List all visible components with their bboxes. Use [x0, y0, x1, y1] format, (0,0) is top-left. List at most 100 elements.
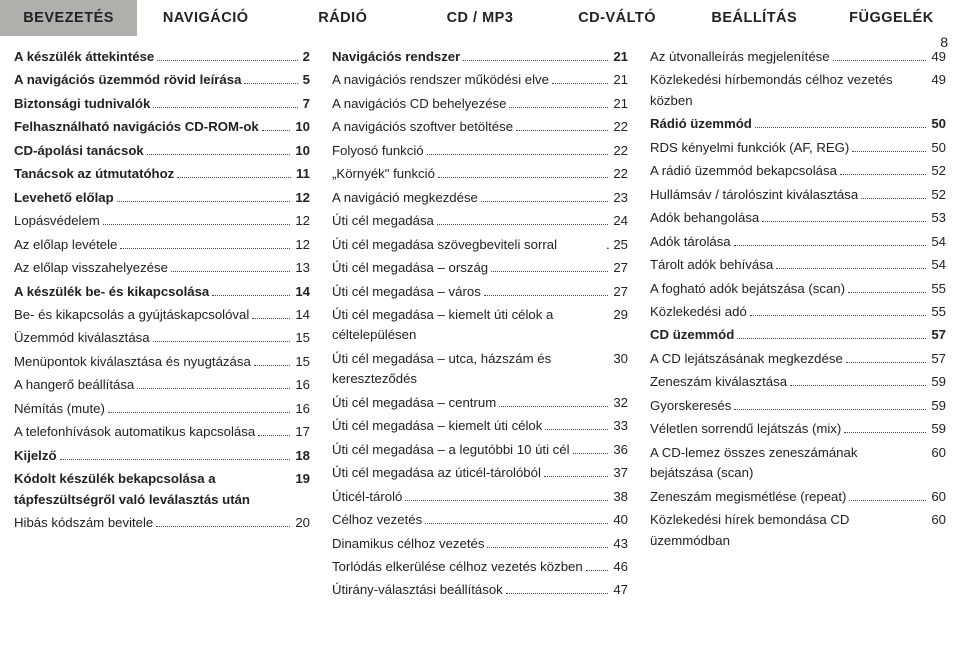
- toc-entry[interactable]: A navigációs üzemmód rövid leírása5: [14, 70, 310, 90]
- toc-entry[interactable]: Tárolt adók behívása54: [650, 255, 946, 275]
- tab-5[interactable]: BEÁLLÍTÁS: [686, 0, 823, 36]
- toc-entry[interactable]: Közlekedési hírek bemondása CD üzemmódba…: [650, 510, 946, 551]
- toc-entry[interactable]: Navigációs rendszer21: [332, 47, 628, 67]
- toc-entry[interactable]: Rádió üzemmód50: [650, 114, 946, 134]
- toc-entry[interactable]: Némítás (mute)16: [14, 399, 310, 419]
- toc-entry[interactable]: A navigáció megkezdése23: [332, 188, 628, 208]
- toc-entry[interactable]: Tanácsok az útmutatóhoz11: [14, 164, 310, 184]
- toc-entry[interactable]: Be- és kikapcsolás a gyújtáskapcsolóval1…: [14, 305, 310, 325]
- toc-entry[interactable]: „Környék" funkció22: [332, 164, 628, 184]
- tab-6[interactable]: FÜGGELÉK: [823, 0, 960, 36]
- toc-entry[interactable]: Az előlap visszahelyezése13: [14, 258, 310, 278]
- toc-label: RDS kényelmi funkciók (AF, REG): [650, 138, 849, 158]
- leader-dots: [545, 420, 608, 431]
- toc-page: 21: [611, 94, 628, 114]
- toc-entry[interactable]: Biztonsági tudnivalók7: [14, 94, 310, 114]
- toc-entry[interactable]: Zeneszám kiválasztása59: [650, 372, 946, 392]
- tab-2[interactable]: RÁDIÓ: [274, 0, 411, 36]
- toc-page: 29: [611, 305, 628, 325]
- toc-page: 37: [611, 463, 628, 483]
- toc-entry[interactable]: Zeneszám megismétlése (repeat)60: [650, 487, 946, 507]
- toc-entry[interactable]: Úti cél megadása szövegbeviteli sorral. …: [332, 235, 628, 255]
- toc-label: Úti cél megadása szövegbeviteli sorral: [332, 235, 604, 255]
- toc-label: Úti cél megadása – kiemelt úti célok a c…: [332, 305, 605, 346]
- toc-entry[interactable]: Közlekedési hírbemondás célhoz vezetés k…: [650, 70, 946, 111]
- toc-entry[interactable]: Véletlen sorrendű lejátszás (mix)59: [650, 419, 946, 439]
- tab-0[interactable]: BEVEZETÉS: [0, 0, 137, 36]
- toc-entry[interactable]: Az előlap levétele12: [14, 235, 310, 255]
- toc-entry[interactable]: A navigációs CD behelyezése21: [332, 94, 628, 114]
- toc-entry[interactable]: Közlekedési adó55: [650, 302, 946, 322]
- toc-entry[interactable]: A telefonhívások automatikus kapcsolása1…: [14, 422, 310, 442]
- toc-entry[interactable]: Úti cél megadása24: [332, 211, 628, 231]
- toc-entry[interactable]: Úti cél megadása – centrum32: [332, 393, 628, 413]
- toc-entry[interactable]: A CD-lemez összes zeneszámának bejátszás…: [650, 443, 946, 484]
- toc-page: 54: [929, 232, 946, 252]
- toc-page: 59: [929, 372, 946, 392]
- tab-1[interactable]: NAVIGÁCIÓ: [137, 0, 274, 36]
- toc-entry[interactable]: Az útvonalleírás megjelenítése49: [650, 47, 946, 67]
- toc-entry[interactable]: Torlódás elkerülése célhoz vezetés közbe…: [332, 557, 628, 577]
- toc-label: Úti cél megadása – ország: [332, 258, 488, 278]
- toc-label: Hullámsáv / tárolószint kiválasztása: [650, 185, 858, 205]
- toc-page: 40: [611, 510, 628, 530]
- leader-dots: [405, 490, 608, 501]
- toc-entry[interactable]: A hangerő beállítása16: [14, 375, 310, 395]
- toc-entry[interactable]: A navigációs szoftver betöltése22: [332, 117, 628, 137]
- toc-entry[interactable]: A CD lejátszásának megkezdése57: [650, 349, 946, 369]
- toc-label: Úticél-tároló: [332, 487, 402, 507]
- toc-entry[interactable]: Folyosó funkció22: [332, 141, 628, 161]
- toc-label: A CD-lemez összes zeneszámának bejátszás…: [650, 443, 923, 484]
- toc-entry[interactable]: CD üzemmód57: [650, 325, 946, 345]
- toc-label: Felhasználható navigációs CD-ROM-ok: [14, 117, 259, 137]
- toc-entry[interactable]: Menüpontok kiválasztása és nyugtázása15: [14, 352, 310, 372]
- toc-entry[interactable]: Dinamikus célhoz vezetés43: [332, 534, 628, 554]
- toc-entry[interactable]: Úti cél megadása – utca, házszám és kere…: [332, 349, 628, 390]
- toc-entry[interactable]: Gyorskeresés59: [650, 396, 946, 416]
- toc-label: Útirány-választási beállítások: [332, 580, 503, 600]
- toc-page: 60: [929, 443, 946, 463]
- toc-entry[interactable]: A készülék áttekintése2: [14, 47, 310, 67]
- toc-label: A készülék be- és kikapcsolása: [14, 282, 209, 302]
- toc-entry[interactable]: Úti cél megadása – város27: [332, 282, 628, 302]
- toc-entry[interactable]: Útirány-választási beállítások47: [332, 580, 628, 600]
- toc-entry[interactable]: Kijelző18: [14, 446, 310, 466]
- toc-label: Be- és kikapcsolás a gyújtáskapcsolóval: [14, 305, 249, 325]
- toc-label: Zeneszám megismétlése (repeat): [650, 487, 846, 507]
- toc-entry[interactable]: Üzemmód kiválasztása15: [14, 328, 310, 348]
- toc-entry[interactable]: A navigációs rendszer működési elve21: [332, 70, 628, 90]
- toc-entry[interactable]: Kódolt készülék bekapcsolása a tápfeszül…: [14, 469, 310, 510]
- toc-page: 46: [611, 557, 628, 577]
- toc-entry[interactable]: Levehető előlap12: [14, 188, 310, 208]
- toc-label: Az útvonalleírás megjelenítése: [650, 47, 830, 67]
- toc-page: 59: [929, 419, 946, 439]
- leader-dots: [171, 262, 290, 273]
- toc-entry[interactable]: CD-ápolási tanácsok10: [14, 141, 310, 161]
- toc-entry[interactable]: A készülék be- és kikapcsolása14: [14, 282, 310, 302]
- toc-entry[interactable]: Adók tárolása54: [650, 232, 946, 252]
- toc-entry[interactable]: Úti cél megadása – ország27: [332, 258, 628, 278]
- toc-entry[interactable]: Úti cél megadása az úticél-tárolóból37: [332, 463, 628, 483]
- leader-dots: [157, 50, 297, 61]
- toc-entry[interactable]: Adók behangolása53: [650, 208, 946, 228]
- leader-dots: [117, 191, 291, 202]
- toc-page: 12: [293, 235, 310, 255]
- toc-entry[interactable]: Úticél-tároló38: [332, 487, 628, 507]
- toc-entry[interactable]: RDS kényelmi funkciók (AF, REG)50: [650, 138, 946, 158]
- toc-entry[interactable]: Úti cél megadása – kiemelt úti célok a c…: [332, 305, 628, 346]
- toc-entry[interactable]: A fogható adók bejátszása (scan)55: [650, 279, 946, 299]
- leader-dots: [544, 467, 608, 478]
- toc-entry[interactable]: Úti cél megadása – a legutóbbi 10 úti cé…: [332, 440, 628, 460]
- toc-page: 53: [929, 208, 946, 228]
- toc-entry[interactable]: Lopásvédelem12: [14, 211, 310, 231]
- toc-entry[interactable]: Felhasználható navigációs CD-ROM-ok10: [14, 117, 310, 137]
- toc-entry[interactable]: Úti cél megadása – kiemelt úti célok33: [332, 416, 628, 436]
- tab-4[interactable]: CD-VÁLTÓ: [549, 0, 686, 36]
- toc-entry[interactable]: A rádió üzemmód bekapcsolása52: [650, 161, 946, 181]
- toc-entry[interactable]: Célhoz vezetés40: [332, 510, 628, 530]
- tab-3[interactable]: CD / MP3: [411, 0, 548, 36]
- toc-page: 20: [293, 513, 310, 533]
- toc-label: Navigációs rendszer: [332, 47, 460, 67]
- toc-entry[interactable]: Hibás kódszám bevitele20: [14, 513, 310, 533]
- toc-entry[interactable]: Hullámsáv / tárolószint kiválasztása52: [650, 185, 946, 205]
